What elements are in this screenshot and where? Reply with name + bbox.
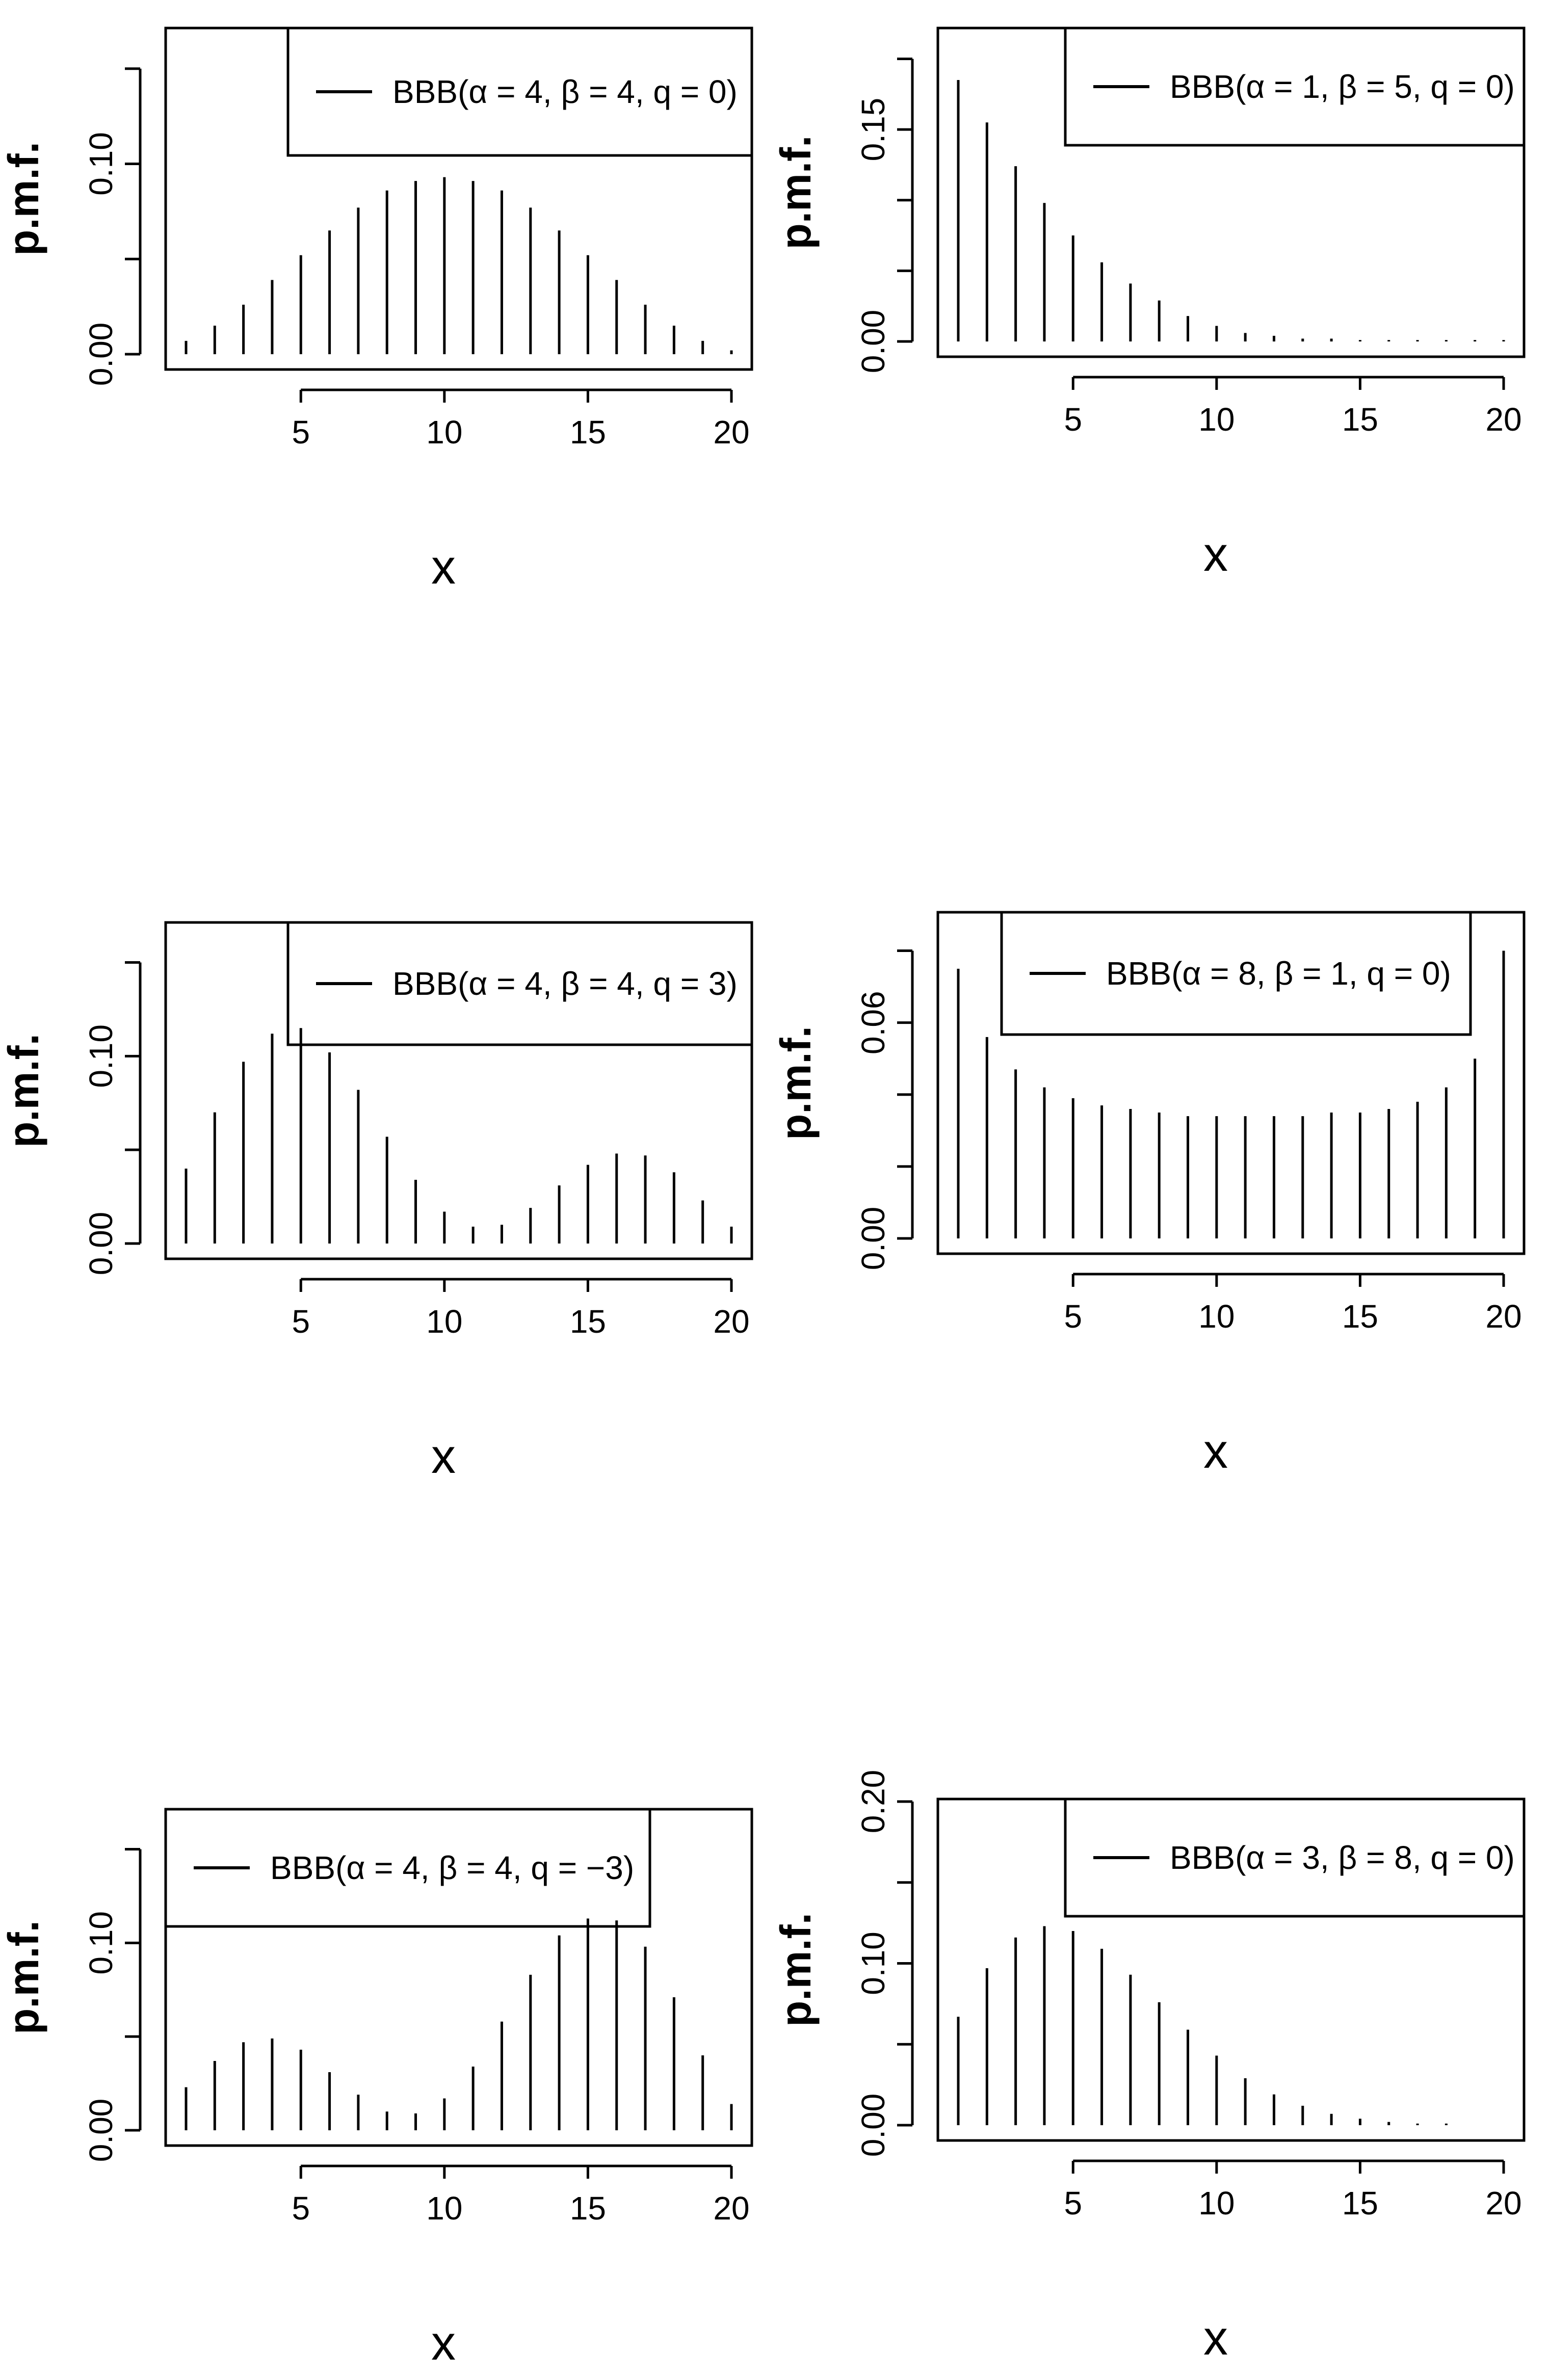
x-tick-label: 20 — [1485, 401, 1521, 438]
legend-label: BBB(α = 8, β = 1, q = 0) — [1106, 955, 1451, 992]
y-axis-label: p.m.f. — [0, 1034, 47, 1148]
legend-label: BBB(α = 4, β = 4, q = 0) — [392, 73, 738, 110]
legend-label: BBB(α = 3, β = 8, q = 0) — [1170, 1839, 1515, 1876]
y-tick-label: 0.00 — [855, 310, 891, 374]
y-tick-label: 0.00 — [83, 323, 119, 386]
y-axis-label: p.m.f. — [772, 1026, 820, 1140]
panel-3: BBB(α = 4, β = 4, q = 3) 0.00 0.10 5 10 15 20 x… — [0, 921, 753, 1484]
x-tick-label: 10 — [1198, 401, 1235, 438]
panel-2: BBB(α = 1, β = 5, q = 0) 0.00 0.15 5 10 15 20 x… — [772, 27, 1526, 581]
y-tick-label: 0.20 — [855, 1770, 891, 1834]
y-axis-label: p.m.f. — [0, 1920, 47, 2034]
y-tick-label: 0.10 — [83, 132, 119, 196]
legend-label: BBB(α = 4, β = 4, q = 3) — [392, 965, 738, 1002]
y-axis-label: p.m.f. — [772, 136, 820, 250]
y-tick-label: 0.10 — [83, 1911, 119, 1975]
y-tick-label: 0.00 — [83, 1212, 119, 1276]
x-tick-label: 10 — [1198, 2185, 1235, 2222]
y-axis-label: p.m.f. — [0, 142, 47, 256]
x-tick-label: 20 — [713, 2190, 749, 2227]
x-tick-label: 15 — [1342, 1298, 1378, 1335]
y-tick-label: 0.06 — [855, 991, 891, 1054]
x-axis-label: x — [1203, 527, 1228, 581]
panel-6: BBB(α = 3, β = 8, q = 0) 0.00 0.10 0.20 5 10 1… — [772, 1770, 1526, 2365]
legend-box — [1064, 1797, 1526, 1918]
y-tick-label: 0.00 — [855, 2094, 891, 2157]
y-tick-label: 0.00 — [83, 2099, 119, 2162]
x-tick-label: 20 — [713, 414, 749, 451]
x-tick-label: 5 — [292, 414, 310, 451]
x-tick-label: 20 — [713, 1303, 749, 1340]
x-axis-label: x — [431, 540, 456, 594]
x-tick-label: 5 — [1064, 2185, 1082, 2222]
x-tick-label: 15 — [570, 1303, 606, 1340]
x-tick-label: 15 — [1342, 2185, 1378, 2222]
x-axis-label: x — [1203, 2311, 1228, 2365]
legend-label: BBB(α = 1, β = 5, q = 0) — [1170, 68, 1515, 105]
panel-1: BBB(α = 4, β = 4, q = 0) 0.00 0.10 5 10 15 20 x… — [0, 27, 753, 594]
x-tick-label: 5 — [1064, 401, 1082, 438]
x-tick-label: 20 — [1485, 1298, 1521, 1335]
x-tick-label: 10 — [426, 1303, 462, 1340]
x-axis-label: x — [431, 1429, 456, 1484]
y-tick-label: 0.15 — [855, 98, 891, 162]
x-tick-label: 10 — [1198, 1298, 1235, 1335]
x-tick-label: 10 — [426, 2190, 462, 2227]
x-tick-label: 15 — [1342, 401, 1378, 438]
y-tick-label: 0.00 — [855, 1207, 891, 1271]
x-tick-label: 10 — [426, 414, 462, 451]
x-tick-label: 15 — [570, 414, 606, 451]
y-axis-label: p.m.f. — [772, 1913, 820, 2027]
x-tick-label: 20 — [1485, 2185, 1521, 2222]
x-axis-label: x — [431, 2316, 456, 2370]
y-tick-label: 0.10 — [855, 1932, 891, 1995]
y-tick-label: 0.10 — [83, 1024, 119, 1088]
x-tick-label: 5 — [292, 2190, 310, 2227]
x-tick-label: 5 — [1064, 1298, 1082, 1335]
x-axis-label: x — [1203, 1424, 1228, 1478]
x-tick-label: 15 — [570, 2190, 606, 2227]
panel-4: BBB(α = 8, β = 1, q = 0) 0.00 0.06 5 10 15 20 x… — [772, 911, 1526, 1478]
x-tick-label: 5 — [292, 1303, 310, 1340]
panel-5: BBB(α = 4, β = 4, q = −3) 0.00 0.10 5 10 15 20… — [0, 1808, 753, 2370]
legend-label: BBB(α = 4, β = 4, q = −3) — [270, 1849, 634, 1886]
